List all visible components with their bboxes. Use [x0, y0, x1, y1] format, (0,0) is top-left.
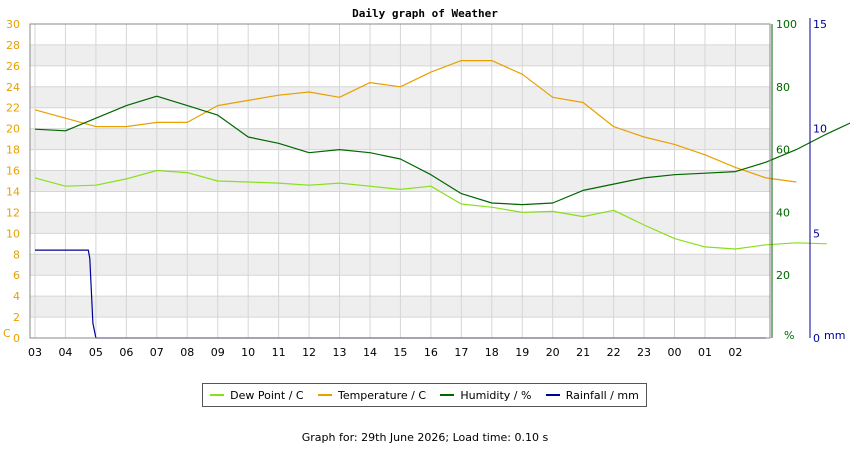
left-tick-label: 28: [6, 39, 20, 52]
legend-swatch: [545, 394, 560, 396]
right2-tick-label: 15: [813, 18, 827, 31]
left-tick-label: 26: [6, 60, 20, 73]
x-tick-label: 10: [241, 346, 255, 359]
x-tick-label: 17: [454, 346, 468, 359]
x-tick-label: 21: [576, 346, 590, 359]
x-tick-label: 04: [58, 346, 72, 359]
x-tick-label: 23: [637, 346, 651, 359]
footer-text: Graph for: 29th June 2026; Load time: 0.…: [301, 431, 549, 444]
series-line: [34, 59, 797, 183]
legend-swatch: [210, 394, 225, 396]
series-line: [34, 95, 850, 206]
legend-item: Humidity / %: [440, 389, 531, 402]
left-tick-label: 18: [6, 144, 20, 157]
right1-axis-unit: %: [784, 329, 794, 342]
axes: 03 04 05 06 07 08 09 10 11 12 13 14 15 16 17 18 19 20 21 22…: [3, 18, 845, 359]
chart-title: Daily graph of Weather: [352, 7, 498, 20]
right1-tick-label: 100: [776, 18, 797, 31]
x-tick-label: 22: [607, 346, 621, 359]
left-tick-label: 22: [6, 102, 20, 115]
left-tick-label: 16: [6, 165, 20, 178]
x-tick-label: 20: [546, 346, 560, 359]
x-tick-label: 11: [272, 346, 286, 359]
left-tick-label: 8: [13, 248, 20, 261]
legend-item: Rainfall / mm: [545, 388, 639, 402]
left-tick-label: 24: [6, 81, 20, 94]
x-tick-label: 15: [393, 346, 407, 359]
left-tick-label: 20: [6, 123, 20, 136]
left-tick-label: 12: [6, 206, 20, 219]
left-tick-label: 4: [13, 290, 20, 303]
legend-swatch: [317, 394, 332, 396]
legend-label: Humidity / %: [460, 388, 532, 402]
x-tick-label: 09: [211, 346, 225, 359]
legend-label: Rainfall / mm: [565, 388, 639, 402]
right1-tick-label: 20: [776, 269, 790, 282]
right2-tick-label: 10: [813, 123, 827, 136]
x-tick-label: 16: [424, 346, 438, 359]
legend-label: Temperature / C: [337, 388, 427, 402]
left-tick-label: 2: [13, 311, 20, 324]
legend-item: Dew Point / C: [210, 388, 304, 402]
left-tick-label: 6: [13, 269, 20, 282]
series-line: [34, 169, 827, 250]
legend-item: Temperature / C: [317, 388, 427, 402]
x-tick-label: 19: [515, 346, 529, 359]
legend: Dew Point / C Temperature / C Humidity / %…: [202, 383, 647, 407]
legend-swatch: [440, 394, 455, 396]
x-tick-label: 07: [150, 346, 164, 359]
left-tick-label: 14: [6, 185, 20, 198]
x-tick-label: 00: [668, 346, 682, 359]
right2-tick-label: 5: [813, 227, 820, 240]
x-tick-label: 02: [728, 346, 742, 359]
right1-tick-label: 40: [776, 206, 790, 219]
right2-axis-unit: mm: [824, 329, 845, 342]
x-tick-label: 08: [180, 346, 194, 359]
x-tick-label: 13: [333, 346, 347, 359]
plot-frame: [29, 23, 771, 339]
x-tick-label: 03: [28, 346, 42, 359]
legend-label: Dew Point / C: [230, 388, 304, 402]
left-tick-label: 0: [13, 332, 20, 345]
x-tick-label: 14: [363, 346, 377, 359]
x-tick-label: 01: [698, 346, 712, 359]
right2-tick-label: 0: [813, 332, 820, 345]
right1-tick-label: 60: [776, 144, 790, 157]
x-tick-label: 18: [485, 346, 499, 359]
x-tick-label: 06: [119, 346, 133, 359]
left-tick-label: 30: [6, 18, 20, 31]
left-tick-label: 10: [6, 227, 20, 240]
x-tick-label: 12: [302, 346, 316, 359]
left-axis-unit: C: [3, 327, 11, 340]
x-tick-label: 05: [89, 346, 103, 359]
right1-tick-label: 80: [776, 81, 790, 94]
